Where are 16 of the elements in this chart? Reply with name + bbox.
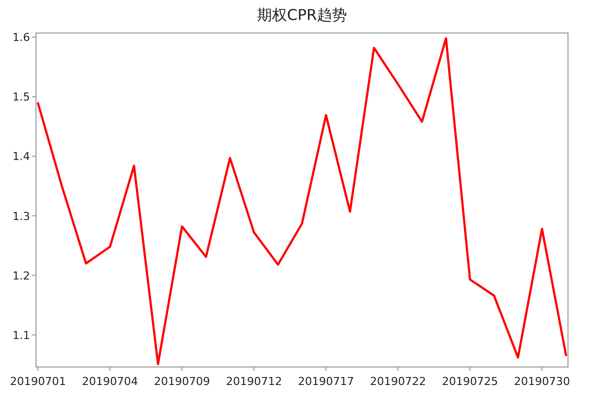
y-tick-label: 1.6: [12, 31, 30, 44]
x-tick-label: 20190717: [298, 375, 354, 388]
line-series: [36, 37, 568, 366]
x-tick-label: 20190712: [226, 375, 282, 388]
x-tick-label: 20190701: [10, 375, 66, 388]
chart-title: 期权CPR趋势: [257, 6, 347, 24]
x-tick-label: 20190709: [154, 375, 210, 388]
y-tick-label: 1.5: [12, 90, 30, 104]
y-tick-label: 1.1: [12, 328, 30, 342]
x-tick-label: 20190730: [514, 375, 570, 388]
y-tick-label: 1.2: [12, 269, 30, 282]
y-tick-label: 1.4: [12, 150, 30, 164]
x-tick-label: 20190725: [442, 375, 498, 388]
x-tick-label: 20190704: [82, 375, 138, 388]
y-tick-label: 1.3: [12, 210, 30, 223]
x-tick-label: 20190722: [370, 375, 426, 388]
